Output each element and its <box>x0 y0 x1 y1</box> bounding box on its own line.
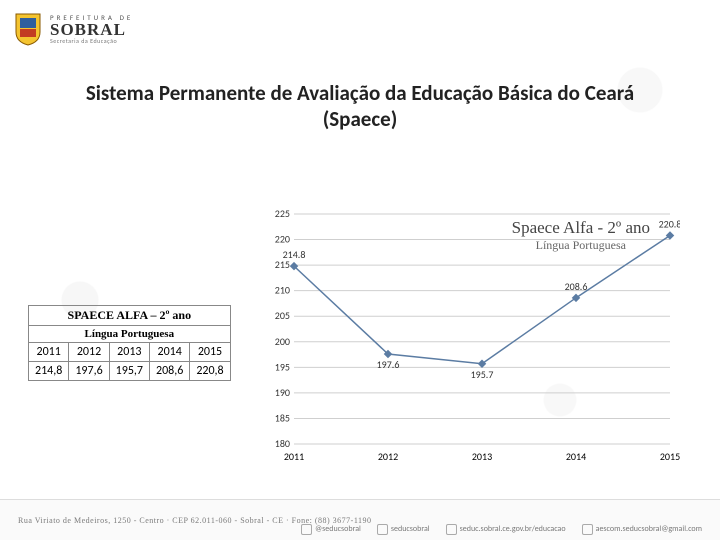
svg-text:200: 200 <box>275 335 290 348</box>
logo-line3: Secretaria da Educação <box>50 38 133 44</box>
slide: PREFEITURA DE SOBRAL Secretaria da Educa… <box>0 0 720 540</box>
footer-link: seducsobral <box>377 524 430 535</box>
footer-link: aescom.seducsobral@gmail.com <box>582 524 702 535</box>
table-cell: 2012 <box>69 343 109 362</box>
footer-links: @seducsobral seducsobral seduc.sobral.ce… <box>0 520 720 538</box>
svg-text:220.8: 220.8 <box>659 217 680 230</box>
svg-text:2015: 2015 <box>660 450 680 463</box>
table-cell: 208,6 <box>149 362 189 381</box>
org-logo: PREFEITURA DE SOBRAL Secretaria da Educa… <box>14 12 133 46</box>
table-cell: 195,7 <box>109 362 149 381</box>
facebook-icon <box>377 524 388 535</box>
shield-icon <box>14 12 42 46</box>
table-cell: 2013 <box>109 343 149 362</box>
svg-text:214.8: 214.8 <box>283 248 306 261</box>
table-row-years: 2011 2012 2013 2014 2015 <box>29 343 231 362</box>
table-subheader: Língua Portuguesa <box>29 326 231 343</box>
table-cell: 214,8 <box>29 362 69 381</box>
table-cell: 2014 <box>149 343 189 362</box>
svg-text:2014: 2014 <box>566 450 586 463</box>
svg-text:197.6: 197.6 <box>377 358 400 371</box>
page-title: Sistema Permanente de Avaliação da Educa… <box>70 80 650 133</box>
twitter-icon <box>301 524 312 535</box>
svg-text:2011: 2011 <box>284 450 304 463</box>
table-cell: 220,8 <box>190 362 230 381</box>
svg-text:185: 185 <box>275 411 290 424</box>
table-cell: 197,6 <box>69 362 109 381</box>
svg-text:208.6: 208.6 <box>565 280 588 293</box>
svg-text:2013: 2013 <box>472 450 492 463</box>
svg-text:205: 205 <box>275 309 290 322</box>
footer-link: @seducsobral <box>301 524 361 535</box>
table-cell: 2015 <box>190 343 230 362</box>
footer-link: seduc.sobral.ce.gov.br/educacao <box>446 524 566 535</box>
svg-text:2012: 2012 <box>378 450 398 463</box>
svg-text:210: 210 <box>275 284 290 297</box>
table-row-values: 214,8 197,6 195,7 208,6 220,8 <box>29 362 231 381</box>
line-chart: 180185190195200205210215220225214.820111… <box>260 208 680 468</box>
svg-text:220: 220 <box>275 233 290 246</box>
data-table: SPAECE ALFA – 2º ano Língua Portuguesa 2… <box>28 305 231 381</box>
svg-text:180: 180 <box>275 437 290 450</box>
globe-icon <box>446 524 457 535</box>
svg-text:195.7: 195.7 <box>471 368 494 381</box>
svg-text:190: 190 <box>275 386 290 399</box>
svg-text:225: 225 <box>275 208 290 220</box>
svg-text:195: 195 <box>275 360 290 373</box>
table-cell: 2011 <box>29 343 69 362</box>
table-header: SPAECE ALFA – 2º ano <box>29 306 231 326</box>
mail-icon <box>582 524 593 535</box>
logo-line2: SOBRAL <box>50 21 133 38</box>
